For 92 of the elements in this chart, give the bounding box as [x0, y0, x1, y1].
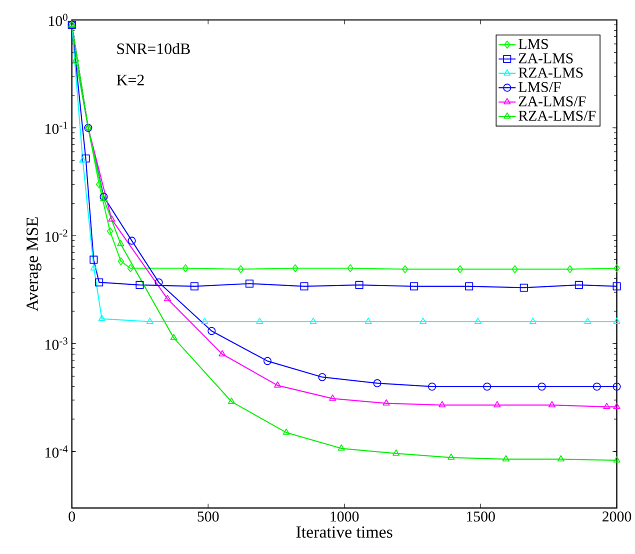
point: [494, 401, 501, 408]
y-tick-label: 10$^{-1}$: [46, 122, 68, 134]
annotation: SNR=10dB: [117, 43, 190, 54]
y-tick-label: 10$^{0}$: [49, 14, 68, 26]
point: [128, 236, 136, 245]
x-tick-label: 1500: [466, 512, 495, 522]
y-tick-label: 10$^{-4}$: [46, 446, 68, 458]
point: [474, 318, 482, 324]
point: [502, 455, 510, 462]
point: [95, 278, 104, 286]
point: [483, 382, 492, 391]
y-tick-label: 10$^{-2}$: [46, 230, 68, 242]
y-tick-label: 10$^{-3}$: [46, 338, 68, 350]
point: [538, 382, 546, 391]
point: [127, 264, 134, 272]
point: [282, 428, 290, 435]
point: [566, 265, 574, 274]
point: [256, 318, 264, 324]
point: [98, 314, 106, 322]
point: [338, 444, 345, 451]
point: [96, 180, 102, 188]
point: [164, 294, 172, 302]
point: [245, 280, 254, 288]
point: [603, 402, 610, 410]
point: [300, 282, 308, 290]
point: [274, 381, 282, 388]
point: [364, 318, 372, 324]
point: [201, 318, 208, 324]
point: [548, 401, 556, 408]
point: [310, 318, 317, 324]
point: [329, 394, 336, 401]
point: [117, 240, 124, 246]
point: [613, 402, 620, 410]
point: [529, 318, 536, 324]
point: [520, 284, 528, 292]
point: [614, 264, 620, 272]
legend-label: RZA-LMS: [518, 68, 583, 78]
annotation: K=2: [116, 74, 144, 86]
point: [584, 318, 592, 324]
x-tick-label: 2000: [602, 512, 632, 522]
legend-label: ZA-LMS: [518, 53, 573, 64]
x-tick-label: 0: [68, 512, 76, 522]
point: [90, 264, 98, 271]
legend-label: LMS/F: [518, 82, 561, 92]
point: [448, 454, 455, 460]
point: [592, 382, 601, 391]
point: [190, 282, 198, 290]
x-tick-label: 1000: [330, 512, 359, 522]
point: [456, 265, 464, 274]
point: [108, 215, 116, 222]
point: [465, 282, 474, 290]
point: [228, 398, 236, 404]
point: [263, 357, 272, 366]
x-axis-title: Iterative times: [296, 526, 392, 538]
point: [613, 318, 620, 324]
point: [238, 265, 244, 274]
point: [79, 156, 86, 163]
point: [218, 350, 226, 356]
legend-label: LMS: [518, 39, 548, 50]
point: [82, 154, 90, 163]
point: [612, 282, 621, 290]
legend-label: ZA-LMS/F: [518, 96, 586, 106]
point: [392, 449, 400, 456]
point: [420, 318, 427, 324]
point: [373, 379, 382, 388]
point: [318, 373, 326, 382]
point: [438, 401, 446, 408]
point: [382, 399, 390, 406]
point: [106, 227, 114, 236]
point: [154, 278, 163, 286]
point: [613, 456, 620, 463]
point: [574, 280, 583, 290]
point: [170, 334, 178, 340]
point: [347, 264, 354, 272]
point: [402, 265, 408, 274]
point: [557, 455, 564, 462]
x-tick-label: 500: [198, 512, 219, 522]
point: [208, 327, 216, 336]
point: [410, 282, 418, 290]
point: [136, 280, 144, 290]
y-axis-title: Average MSE: [26, 217, 42, 312]
point: [292, 264, 298, 272]
point: [512, 265, 518, 274]
point: [90, 256, 98, 264]
point: [72, 56, 80, 65]
point: [355, 280, 364, 290]
point: [612, 382, 621, 391]
point: [146, 318, 154, 324]
point: [428, 382, 436, 391]
legend-label: RZA-LMS/F: [518, 110, 596, 121]
point: [118, 257, 124, 266]
point: [182, 264, 189, 272]
